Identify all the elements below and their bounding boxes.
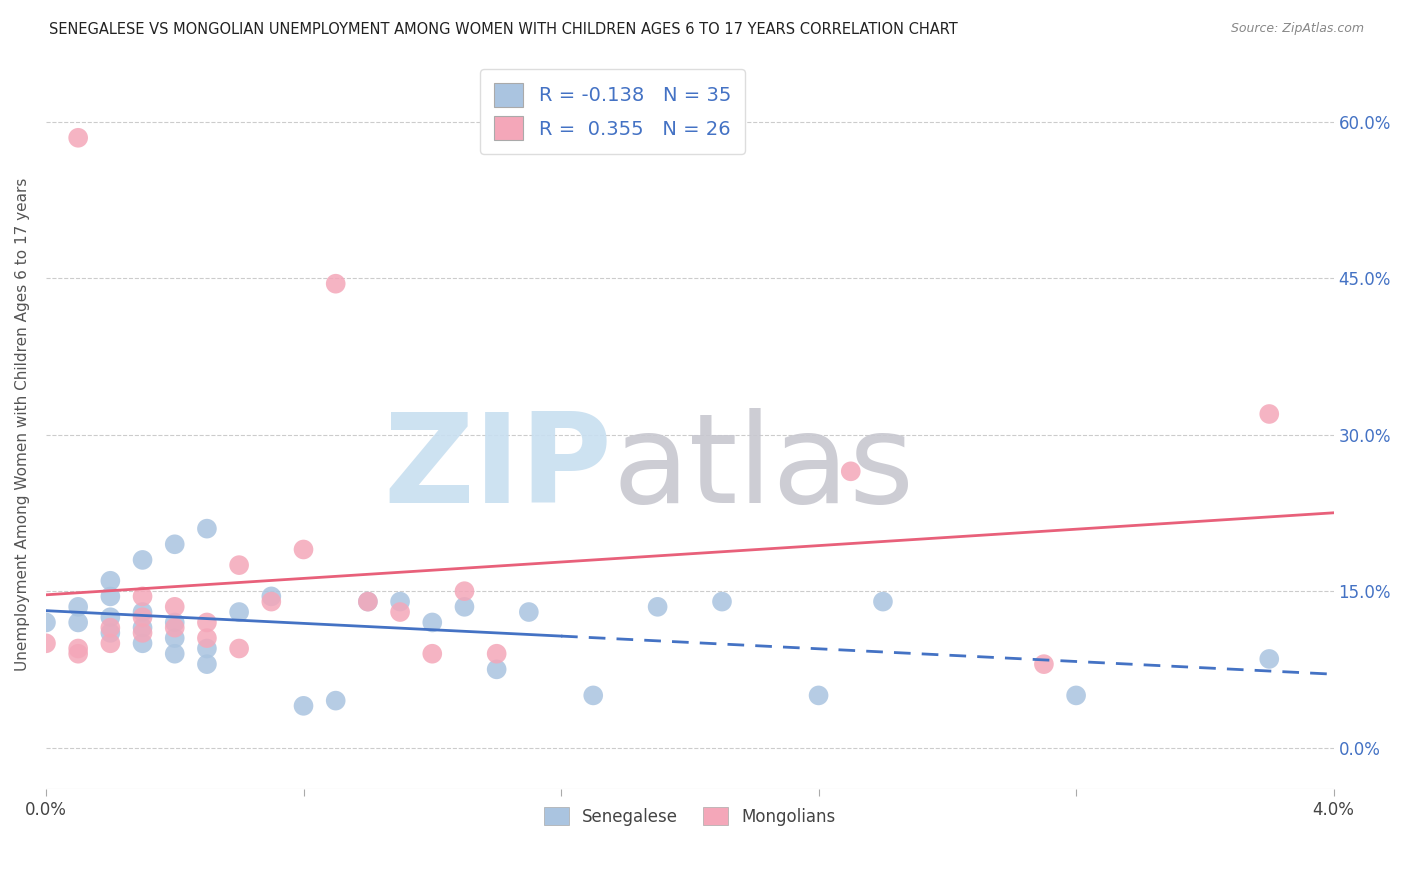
Point <box>292 698 315 713</box>
Point <box>195 615 218 630</box>
Point <box>98 625 121 640</box>
Point <box>131 625 153 640</box>
Point <box>35 615 58 630</box>
Point <box>67 615 90 630</box>
Point <box>420 647 443 661</box>
Point <box>807 689 830 703</box>
Point <box>420 615 443 630</box>
Point <box>195 641 218 656</box>
Point <box>485 647 508 661</box>
Point <box>872 594 894 608</box>
Text: atlas: atlas <box>613 408 915 529</box>
Point <box>453 599 475 614</box>
Point <box>67 599 90 614</box>
Point <box>1258 652 1281 666</box>
Point <box>485 662 508 676</box>
Point <box>357 594 380 608</box>
Point <box>292 542 315 557</box>
Point <box>711 594 734 608</box>
Point <box>228 558 250 573</box>
Point <box>163 599 186 614</box>
Point <box>517 605 540 619</box>
Point <box>1032 657 1054 672</box>
Point <box>131 610 153 624</box>
Text: SENEGALESE VS MONGOLIAN UNEMPLOYMENT AMONG WOMEN WITH CHILDREN AGES 6 TO 17 YEAR: SENEGALESE VS MONGOLIAN UNEMPLOYMENT AMO… <box>49 22 957 37</box>
Point <box>325 277 347 291</box>
Point <box>163 631 186 645</box>
Point <box>839 464 862 478</box>
Point <box>195 657 218 672</box>
Point <box>453 584 475 599</box>
Point <box>67 130 90 145</box>
Point <box>260 590 283 604</box>
Point <box>647 599 669 614</box>
Legend: Senegalese, Mongolians: Senegalese, Mongolians <box>534 797 846 836</box>
Point <box>1258 407 1281 421</box>
Point <box>389 605 412 619</box>
Point <box>163 621 186 635</box>
Text: Source: ZipAtlas.com: Source: ZipAtlas.com <box>1230 22 1364 36</box>
Point <box>67 641 90 656</box>
Y-axis label: Unemployment Among Women with Children Ages 6 to 17 years: Unemployment Among Women with Children A… <box>15 178 30 671</box>
Point <box>98 590 121 604</box>
Point <box>131 553 153 567</box>
Point <box>1064 689 1087 703</box>
Point <box>228 641 250 656</box>
Point <box>389 594 412 608</box>
Point <box>131 621 153 635</box>
Point <box>582 689 605 703</box>
Point <box>131 590 153 604</box>
Point <box>131 605 153 619</box>
Point <box>67 647 90 661</box>
Point <box>228 605 250 619</box>
Point <box>98 621 121 635</box>
Point <box>260 594 283 608</box>
Point <box>195 522 218 536</box>
Text: ZIP: ZIP <box>384 408 613 529</box>
Point <box>163 647 186 661</box>
Point <box>98 574 121 588</box>
Point <box>163 537 186 551</box>
Point <box>325 693 347 707</box>
Point <box>131 636 153 650</box>
Point <box>98 636 121 650</box>
Point <box>357 594 380 608</box>
Point <box>163 615 186 630</box>
Point <box>35 636 58 650</box>
Point <box>195 631 218 645</box>
Point <box>98 610 121 624</box>
